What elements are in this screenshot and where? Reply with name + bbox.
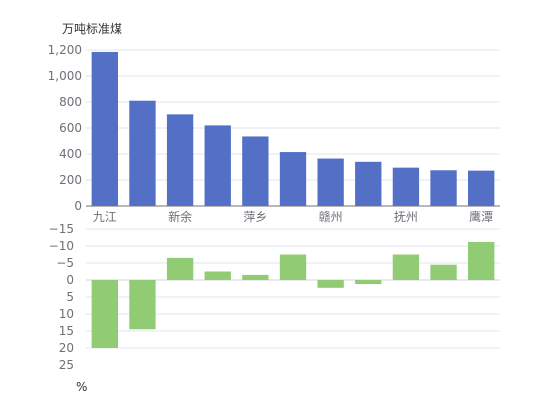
top-bar <box>355 161 382 206</box>
bottom-y-tick-label: 15 <box>59 324 74 338</box>
bottom-y-tick-label: 5 <box>66 290 74 304</box>
top-bar <box>129 100 156 206</box>
bottom-bar <box>317 280 344 288</box>
top-y-tick-label: 1,200 <box>48 43 82 57</box>
bottom-bar <box>242 274 269 280</box>
bottom-y-tick-label: −5 <box>56 256 74 270</box>
bottom-chart: −15 −10 −5 0 5 10 15 20 25 <box>49 222 500 372</box>
bottom-y-tick-label: −10 <box>49 239 74 253</box>
top-y-tick-label: 200 <box>59 173 82 187</box>
bottom-bar <box>392 254 420 280</box>
top-bar <box>317 158 344 206</box>
bottom-bar <box>91 280 118 348</box>
top-bar <box>468 170 495 206</box>
top-bar <box>242 136 269 206</box>
top-bar <box>204 125 231 206</box>
top-bar <box>279 152 307 206</box>
bottom-bar <box>430 264 457 280</box>
top-bar <box>166 114 194 206</box>
x-tick-label: 抚州 <box>394 210 418 224</box>
bottom-bar <box>166 257 194 280</box>
top-y-tick-label: 400 <box>59 147 82 161</box>
bottom-y-axis-label: % <box>76 380 87 394</box>
top-y-tick-label: 1,000 <box>48 69 82 83</box>
bottom-y-tick-label: 10 <box>59 307 74 321</box>
bottom-bar <box>204 271 231 280</box>
top-y-tick-label: 600 <box>59 121 82 135</box>
bottom-y-tick-label: 20 <box>59 341 74 355</box>
bottom-y-tick-label: −15 <box>49 222 74 236</box>
top-y-tick-label: 800 <box>59 95 82 109</box>
top-bar <box>392 167 420 206</box>
x-tick-label: 新余 <box>168 209 192 224</box>
top-y-axis-label: 万吨标准煤 <box>62 22 122 36</box>
x-tick-label: 赣州 <box>319 210 343 224</box>
bottom-bar <box>279 254 307 280</box>
x-tick-label: 萍乡 <box>243 210 267 224</box>
x-tick-label: 鹰潭 <box>469 209 493 224</box>
bottom-bar <box>129 280 156 330</box>
top-y-tick-label: 0 <box>74 199 82 213</box>
bottom-bar <box>355 280 382 285</box>
top-bar <box>91 51 118 207</box>
top-bar <box>430 170 457 206</box>
bottom-y-tick-label: 0 <box>66 273 74 287</box>
top-chart: 0 200 400 600 800 1,000 1,200 九江 新余 萍乡 赣州 抚州 鹰潭 <box>48 43 500 224</box>
bottom-bar <box>468 241 495 280</box>
bottom-y-tick-label: 25 <box>59 358 74 372</box>
x-tick-label: 九江 <box>93 210 117 224</box>
